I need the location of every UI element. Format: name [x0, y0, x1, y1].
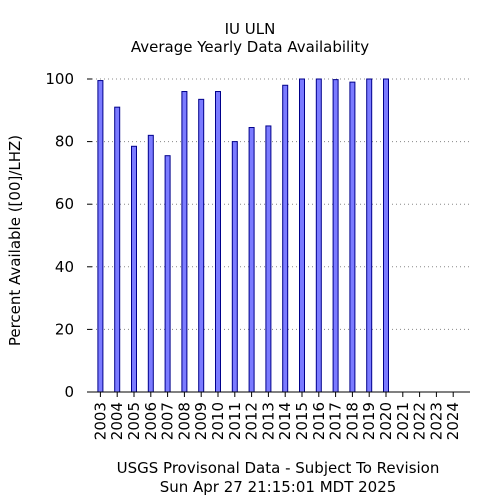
bar [332, 79, 339, 393]
footer-timestamp: Sun Apr 27 21:15:01 MDT 2025 [159, 478, 397, 496]
x-tick-label: 2009 [192, 402, 210, 440]
x-tick-label: 2003 [91, 402, 109, 440]
y-tick-label: 0 [64, 383, 74, 401]
chart-subtitle: Average Yearly Data Availability [130, 38, 370, 56]
bar [198, 98, 205, 393]
bar [248, 127, 255, 393]
x-tick-label: 2023 [427, 402, 445, 440]
x-tick-label: 2020 [377, 402, 395, 440]
y-axis-label: Percent Available ([00]/LHZ) [6, 135, 24, 346]
bar [181, 91, 188, 393]
bar [131, 145, 137, 393]
x-tick-label: 2019 [360, 402, 378, 440]
bar [349, 81, 356, 393]
bar [315, 78, 322, 393]
bar [114, 106, 121, 393]
x-tick-label: 2011 [226, 402, 244, 440]
bar [164, 155, 171, 393]
x-tick-label: 2016 [310, 402, 328, 440]
x-tick-label: 2008 [175, 402, 193, 440]
chart-title: IU ULN [224, 20, 276, 38]
y-tick-label: 20 [55, 320, 74, 338]
x-tick-label: 2021 [394, 402, 412, 440]
x-tick-label: 2004 [108, 402, 126, 440]
x-tick-label: 2015 [293, 402, 311, 440]
x-tick-label: 2017 [327, 402, 345, 440]
x-tick-label: 2024 [444, 402, 462, 440]
x-tick-label: 2022 [411, 402, 429, 440]
bar [215, 91, 221, 393]
bar [299, 78, 305, 393]
bar [231, 141, 238, 393]
y-tick-label: 60 [55, 195, 74, 213]
x-tick-label: 2006 [142, 402, 160, 440]
x-tick-label: 2014 [276, 402, 294, 440]
x-tick-label: 2013 [259, 402, 277, 440]
bar [265, 125, 272, 393]
bar [282, 84, 289, 393]
y-tick-label: 100 [45, 70, 74, 88]
x-tick-label: 2012 [243, 402, 261, 440]
x-tick-label: 2018 [343, 402, 361, 440]
x-tick-label: 2007 [159, 402, 177, 440]
x-tick-label: 2010 [209, 402, 227, 440]
bar [147, 134, 154, 393]
bar [97, 80, 104, 393]
bar [383, 78, 389, 393]
footer-disclaimer: USGS Provisonal Data - Subject To Revisi… [116, 459, 440, 477]
x-tick-label: 2005 [125, 402, 143, 440]
bar [366, 78, 373, 393]
y-tick-label: 40 [55, 258, 74, 276]
y-tick-label: 80 [55, 133, 74, 151]
